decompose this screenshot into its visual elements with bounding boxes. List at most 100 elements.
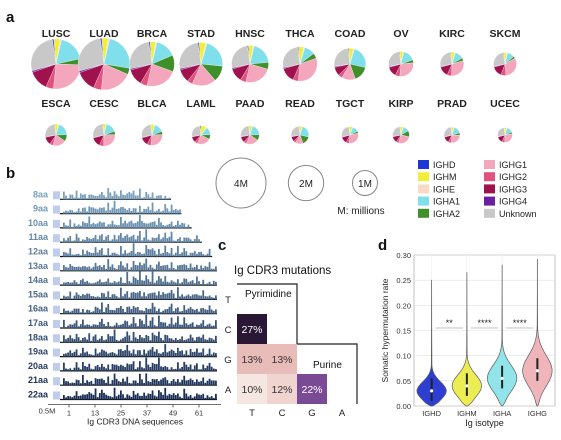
histogram-bar: [79, 255, 82, 257]
legend-label-ighe: IGHE: [433, 184, 455, 194]
histogram-bar: [79, 340, 82, 343]
histogram-bar: [200, 251, 203, 257]
histogram-bar: [183, 340, 186, 343]
histogram-bar: [115, 322, 118, 328]
histogram-bar: [79, 295, 82, 300]
legend-label-unknown: Unknown: [499, 209, 537, 219]
histogram-bar: [143, 392, 146, 400]
size-circle-2m: [287, 164, 325, 202]
histogram-bar: [206, 296, 209, 300]
histogram-bar: [84, 294, 86, 300]
histogram-bar: [63, 295, 65, 300]
histogram-bar: [168, 383, 171, 386]
histogram-bar: [174, 297, 177, 300]
histogram-bar: [153, 211, 156, 214]
histogram-bar: [172, 240, 175, 243]
histogram-bar: [139, 188, 141, 200]
histogram-bar: [143, 324, 146, 328]
histogram-bar: [185, 278, 188, 286]
histogram-bar: [75, 320, 78, 328]
histogram-bar: [181, 366, 184, 371]
legend-label-ighd: IGHD: [433, 160, 456, 170]
histogram-bar: [162, 310, 165, 314]
histogram-bar: [177, 307, 179, 314]
histogram-bar: [210, 268, 213, 271]
legend-swatch-ighg3: [484, 184, 495, 194]
histogram-bar: [196, 363, 198, 371]
histogram-bar: [206, 395, 209, 400]
histogram-bar: [65, 240, 67, 243]
histogram-bar: [168, 351, 171, 357]
histogram-bar: [96, 209, 99, 214]
histogram-bar: [149, 366, 152, 371]
histogram-bar: [162, 237, 165, 243]
slice-ighg1: [150, 134, 163, 146]
histogram-bar: [177, 287, 179, 300]
histogram-bar: [200, 265, 203, 271]
histogram-bar: [166, 224, 169, 228]
histogram-bar: [153, 197, 156, 200]
histogram-bar: [130, 193, 133, 200]
histogram-bar: [105, 236, 108, 243]
legend-swatch-ighg1: [484, 160, 495, 169]
pie-blca: [141, 124, 163, 146]
histogram-bar: [187, 294, 190, 300]
histogram-bar: [105, 281, 108, 286]
histogram-bar: [109, 209, 112, 214]
histogram-bar: [71, 324, 74, 328]
histogram-bar: [172, 324, 175, 328]
histogram-bar: [84, 337, 86, 343]
histogram-bar: [158, 390, 160, 400]
histogram-bar: [170, 247, 173, 257]
cancer-label-prad: PRAD: [437, 98, 467, 110]
histogram-bar: [126, 376, 129, 386]
histogram-bar: [136, 265, 139, 271]
histogram-bar: [179, 237, 181, 243]
histogram-bar: [109, 240, 112, 243]
cancer-label-skcm: SKCM: [490, 28, 521, 40]
histogram-bar: [77, 294, 80, 300]
histogram-bar: [158, 331, 160, 343]
histogram-bar: [212, 352, 215, 357]
histogram-bar: [164, 265, 167, 271]
histogram-bar: [73, 367, 76, 371]
histogram-bar: [210, 366, 213, 371]
legend-label-igha1: IGHA1: [433, 197, 460, 207]
histogram-bar: [196, 324, 198, 328]
row-leading-bar: [53, 262, 60, 271]
histogram-bar: [196, 393, 198, 400]
histogram-bar: [117, 265, 120, 271]
histogram-bar: [139, 395, 141, 400]
histogram-bar: [122, 282, 124, 286]
histogram-bar: [212, 339, 215, 343]
histogram-bar: [174, 252, 177, 257]
histogram-bar: [103, 380, 105, 386]
histogram-bar: [202, 334, 205, 343]
panel-a-label: a: [6, 9, 15, 26]
histogram-bar: [158, 248, 160, 257]
row-label-C: C: [225, 325, 232, 336]
cdr3-length-label-11aa: 11aa: [28, 232, 49, 242]
histogram-bar: [151, 271, 154, 286]
histogram-bar: [132, 331, 135, 343]
histogram-bar: [67, 296, 70, 300]
slice-ighg1: [348, 133, 359, 144]
histogram-bar: [63, 265, 65, 271]
histogram-bar: [134, 323, 137, 328]
histogram-bar: [204, 266, 207, 271]
histogram-bar: [126, 344, 129, 357]
histogram-bar: [77, 197, 80, 200]
histogram-bar: [101, 234, 103, 243]
histogram-bar: [65, 252, 67, 257]
histogram-bar: [202, 307, 205, 314]
histogram-bar: [111, 352, 114, 357]
histogram-bar: [105, 307, 108, 314]
histogram-bar: [191, 352, 194, 357]
histogram-bar: [151, 237, 154, 243]
histogram-bar: [151, 317, 154, 328]
histogram-bar: [187, 324, 190, 328]
histogram-bar: [73, 197, 76, 200]
histogram-bar: [174, 269, 177, 271]
histogram-bar: [111, 282, 114, 286]
histogram-bar: [206, 365, 209, 371]
